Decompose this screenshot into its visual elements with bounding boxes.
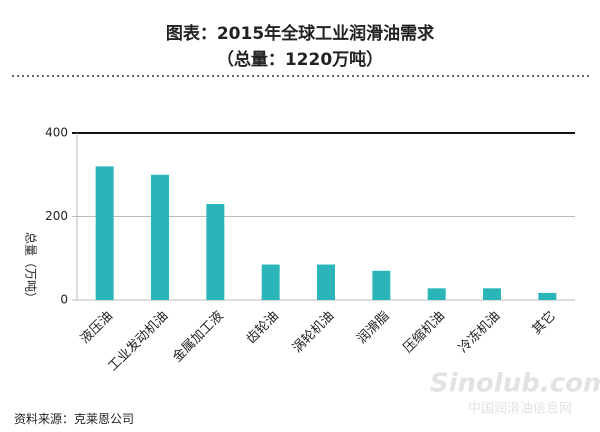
- y-tick-label: 200: [45, 209, 68, 223]
- bar: [372, 270, 391, 300]
- bar: [427, 288, 446, 300]
- source: 资料来源：克莱恩公司: [14, 412, 134, 426]
- y-tick-label: 0: [60, 293, 68, 307]
- chart-title: 图表：2015年全球工业润滑油需求: [166, 23, 434, 44]
- x-tick-label: 齿轮油: [244, 309, 282, 347]
- x-tick-label: 冷冻机油: [455, 308, 503, 356]
- x-tick-label: 润滑脂: [354, 309, 392, 347]
- watermark-sub: 中国润滑油信息网: [468, 401, 572, 417]
- chart-subtitle: （总量：1220万吨）: [217, 49, 383, 70]
- x-tick-label: 涡轮机油: [290, 309, 337, 356]
- bar: [95, 166, 114, 300]
- bar: [483, 288, 501, 300]
- watermark: Sinolub.com: [430, 369, 600, 399]
- bar: [317, 264, 335, 300]
- bar: [206, 203, 225, 300]
- y-axis-label: 总量（万吨）: [24, 232, 38, 304]
- bar: [538, 292, 557, 300]
- bar: [151, 174, 169, 300]
- x-tick-label: 液压油: [78, 309, 116, 347]
- x-tick-label: 金属加工液: [169, 308, 226, 365]
- x-tick-label: 压缩机油: [400, 308, 448, 356]
- y-tick-label: 400: [45, 126, 68, 140]
- bar: [261, 264, 280, 300]
- x-tick-label: 其它: [529, 308, 559, 338]
- x-tick-label: 工业发动机油: [105, 308, 171, 374]
